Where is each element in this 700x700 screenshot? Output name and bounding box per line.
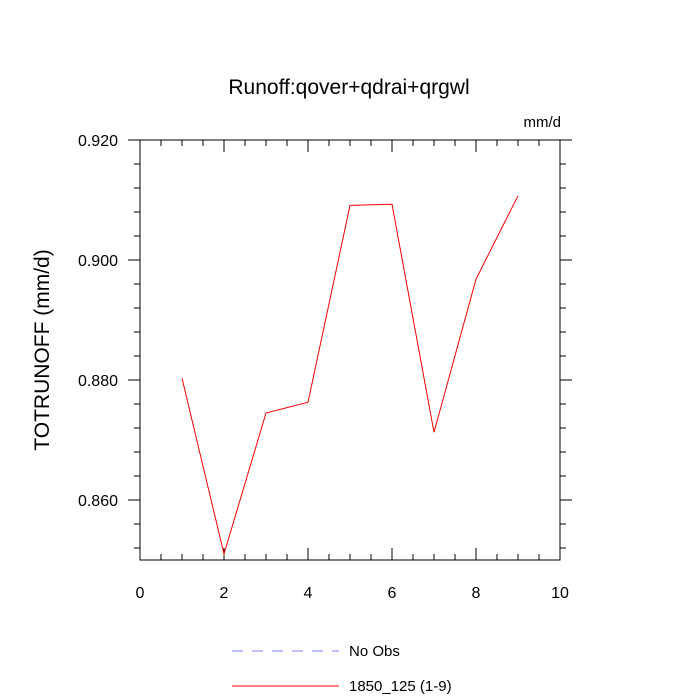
- y-tick-label: 0.900: [78, 253, 118, 270]
- x-tick-label: 10: [551, 585, 569, 602]
- y-axis-label: TOTRUNOFF (mm/d): [31, 249, 54, 450]
- x-tick-label: 6: [388, 585, 397, 602]
- x-tick-label: 0: [136, 585, 145, 602]
- units-label: mm/d: [524, 114, 562, 131]
- chart-title: Runoff:qover+qdrai+qrgwl: [228, 76, 469, 99]
- legend-label: No Obs: [349, 643, 400, 660]
- plot-frame: [139, 139, 561, 561]
- y-tick-label: 0.880: [78, 373, 118, 390]
- series-line: [181, 195, 519, 556]
- legend-label: 1850_125 (1-9): [349, 678, 452, 695]
- y-tick-label: 0.920: [78, 133, 118, 150]
- axes-layer: 0 2 4 6 8 10 0.860 0.880 0.900 0.920: [78, 133, 572, 602]
- legend: No Obs 1850_125 (1-9): [232, 643, 452, 695]
- x-tick-label: 8: [472, 585, 481, 602]
- x-tick-label: 2: [220, 585, 229, 602]
- series-layer: [181, 195, 519, 556]
- y-tick-label: 0.860: [78, 493, 118, 510]
- x-tick-label: 4: [304, 585, 313, 602]
